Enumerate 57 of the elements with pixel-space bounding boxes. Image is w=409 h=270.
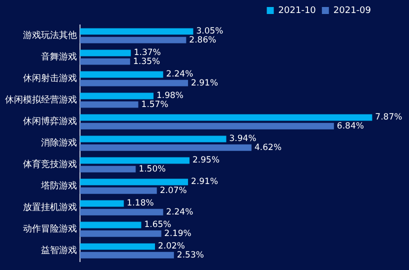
y-tick-label: 益智游戏	[41, 245, 77, 256]
bar	[80, 166, 136, 172]
bar	[80, 28, 194, 35]
y-tick-label: 休闲博弈游戏	[23, 116, 77, 128]
bar	[80, 101, 138, 108]
bar	[80, 208, 164, 216]
data-label: 2.07%	[160, 186, 187, 196]
data-label: 1.50%	[138, 164, 166, 174]
data-label: 2.95%	[192, 156, 220, 166]
y-tick-label: 休闲射击游戏	[23, 73, 77, 84]
bar	[80, 144, 252, 151]
data-label: 3.94%	[229, 134, 256, 144]
bar	[80, 80, 188, 86]
bar	[80, 252, 174, 258]
legend-label: 2021-09	[333, 6, 372, 16]
bar	[80, 187, 157, 194]
bar	[80, 71, 164, 78]
bar	[80, 243, 155, 250]
bar	[80, 50, 131, 56]
bar	[80, 114, 372, 121]
bar	[80, 136, 226, 142]
data-label: 4.62%	[254, 142, 282, 153]
bar	[80, 157, 190, 164]
data-label: 1.18%	[126, 198, 154, 209]
bar	[80, 58, 130, 65]
y-tick-label: 体育竞技游戏	[23, 159, 77, 170]
data-label: 2.19%	[164, 228, 192, 239]
y-tick-label: 动作冒险游戏	[23, 224, 77, 235]
y-tick-label: 游戏玩法其他	[23, 30, 77, 42]
data-label: 2.91%	[191, 177, 218, 188]
bar	[80, 36, 186, 44]
y-tick-label: 消除游戏	[41, 138, 77, 149]
data-label: 2.91%	[191, 78, 218, 88]
bar	[80, 178, 188, 186]
bar	[80, 222, 142, 228]
y-tick-label: 休闲模拟经营游戏	[5, 94, 77, 106]
data-label: 6.84%	[336, 121, 364, 132]
y-tick-label: 音舞游戏	[41, 52, 77, 63]
data-label: 7.87%	[375, 112, 402, 123]
data-label: 2.24%	[166, 207, 194, 218]
data-label: 3.05%	[196, 26, 224, 37]
bar	[80, 122, 334, 130]
bar	[80, 92, 154, 100]
data-label: 2.24%	[166, 70, 194, 80]
data-label: 1.35%	[133, 56, 160, 67]
bar	[80, 200, 124, 207]
legend-label: 2021-10	[278, 6, 316, 16]
data-label: 2.02%	[158, 242, 186, 252]
y-tick-label: 放置挂机游戏	[23, 202, 77, 214]
data-label: 1.57%	[141, 100, 168, 110]
data-label: 1.65%	[144, 220, 172, 230]
data-label: 2.53%	[176, 250, 204, 260]
bar	[80, 230, 162, 237]
y-tick-label: 塔防游戏	[40, 180, 77, 192]
data-label: 1.37%	[134, 48, 161, 58]
data-label: 2.86%	[189, 35, 216, 46]
data-label: 1.98%	[156, 91, 184, 102]
